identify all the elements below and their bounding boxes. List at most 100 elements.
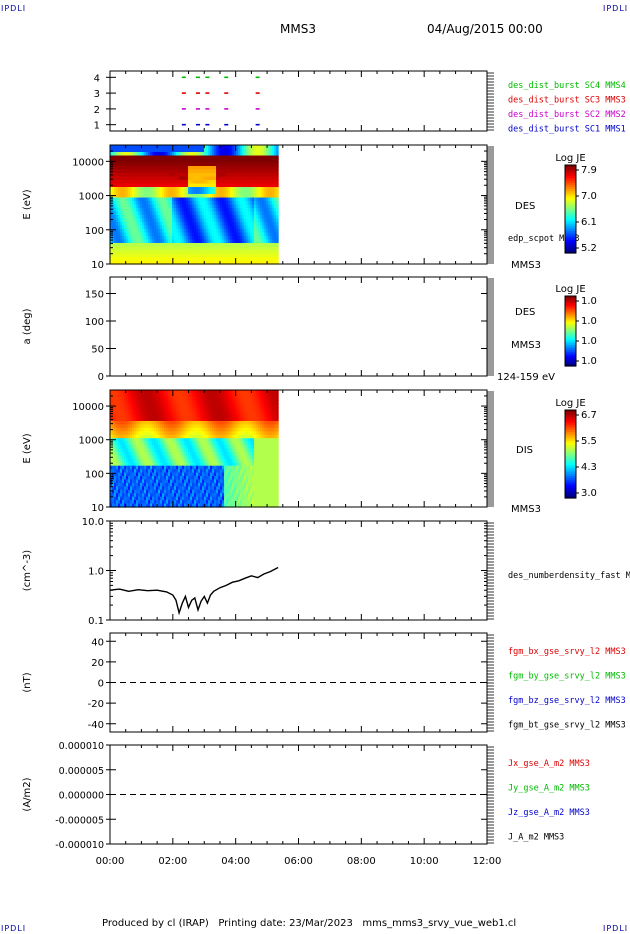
dis-spec-cell: [116, 503, 119, 508]
des-spec-cell: [236, 173, 239, 178]
dis-spec-cell: [168, 390, 171, 395]
des-spec-cell: [164, 225, 167, 230]
des-spec-cell: [112, 246, 115, 251]
des-spec-cell: [152, 246, 155, 251]
dis-spec-cell: [124, 441, 127, 446]
des-spec-cell: [182, 253, 185, 258]
des-spec-cell: [234, 169, 237, 174]
des-spec-cell: [222, 243, 225, 248]
des-spec-cell: [230, 176, 233, 181]
des-spec-cell: [122, 159, 125, 164]
des-spec-cell: [220, 225, 223, 230]
des-spec-cell: [200, 162, 203, 167]
dis-spec-cell: [182, 486, 185, 491]
dis-spec-cell: [134, 445, 137, 450]
des-spec-cell: [164, 246, 167, 251]
des-spec-cell: [270, 159, 273, 164]
dis-spec-cell: [194, 472, 197, 477]
dis-spec-cell: [160, 400, 163, 405]
dis-spec-cell: [164, 451, 167, 456]
des-spec-cell: [158, 180, 161, 185]
des-spec-cell: [148, 232, 151, 237]
des-spec-cell: [254, 229, 257, 234]
des-spec-cell: [132, 236, 135, 241]
des-spec-cell: [158, 250, 161, 255]
des-spec-cell: [152, 204, 155, 209]
des-spec-cell: [138, 166, 141, 171]
dis-spec-cell: [112, 441, 115, 446]
des-spec-cell: [168, 187, 171, 192]
dis-spec-cell: [128, 427, 131, 432]
des-spec-cell: [214, 225, 217, 230]
des-spec-cell: [188, 190, 191, 195]
dis-spec-cell: [180, 427, 183, 432]
des-spec-cell: [140, 215, 143, 220]
des-spec-cell: [132, 260, 135, 265]
des-spec-cell: [134, 232, 137, 237]
des-spec-cell: [172, 225, 175, 230]
des-spec-cell: [230, 155, 233, 160]
des-spec-cell: [230, 166, 233, 171]
des-spec-cell: [124, 250, 127, 255]
des-spec-cell: [176, 176, 179, 181]
dis-spec-cell: [182, 493, 185, 498]
des-spec-cell: [220, 232, 223, 237]
des-spec-cell: [234, 225, 237, 230]
dis-spec-cell: [186, 465, 189, 470]
des-spec-cell: [220, 260, 223, 265]
des-spec-cell: [110, 145, 113, 150]
dis-spec-cell: [168, 476, 171, 481]
des-spec-cell: [218, 201, 221, 206]
dis-spec-cell: [124, 472, 127, 477]
des-spec-cell: [152, 159, 155, 164]
colorbar-1-cell: [565, 213, 576, 217]
burst-mark: [181, 123, 186, 126]
dis-spec-cell: [164, 410, 167, 415]
des-spec-cell: [132, 218, 135, 223]
panel-0-frame: [109, 70, 488, 132]
des-spec-cell: [252, 236, 255, 241]
dis-spec-cell: [138, 431, 141, 436]
dis-spec-cell: [182, 482, 185, 487]
des-spec-cell: [264, 159, 267, 164]
des-spec-cell: [232, 155, 235, 160]
des-spec-cell: [240, 148, 243, 153]
dis-spec-cell: [184, 403, 187, 408]
des-spec-cell: [222, 260, 225, 265]
dis-spec-cell: [170, 493, 173, 498]
dis-spec-cell: [204, 396, 207, 401]
des-spec-cell: [250, 222, 253, 227]
dis-spec-cell: [176, 472, 179, 477]
des-spec-cell: [194, 218, 197, 223]
des-spec-cell: [170, 145, 173, 150]
footer-text: Produced by cl (IRAP) Printing date: 23/…: [102, 918, 517, 929]
des-spec-cell: [200, 236, 203, 241]
dis-spec-cell: [120, 427, 123, 432]
dis-spec-cell: [176, 431, 179, 436]
des-spec-cell: [244, 243, 247, 248]
des-spec-cell: [116, 232, 119, 237]
des-spec-cell: [262, 201, 265, 206]
des-spec-cell: [162, 173, 165, 178]
dis-spec-cell: [152, 451, 155, 456]
des-spec-cell: [238, 180, 241, 185]
dis-spec-cell: [194, 451, 197, 456]
des-spec-cell: [206, 250, 209, 255]
des-spec-cell: [192, 159, 195, 164]
dis-spec-cell: [132, 479, 135, 484]
des-spec-cell: [138, 176, 141, 181]
des-spec-cell: [200, 152, 203, 157]
des-spec-cell: [270, 183, 273, 188]
des-spec-cell: [234, 246, 237, 251]
des-spec-cell: [228, 257, 231, 262]
dis-spec-cell: [162, 427, 165, 432]
des-spec-cell: [148, 176, 151, 181]
des-spec-cell: [158, 204, 161, 209]
dis-spec-cell: [166, 476, 169, 481]
dis-spec-cell: [178, 465, 181, 470]
des-spec-cell: [130, 229, 133, 234]
dis-spec-cell: [200, 424, 203, 429]
des-spec-cell: [218, 246, 221, 251]
des-spec-cell: [144, 211, 147, 216]
des-spec-cell: [134, 215, 137, 220]
